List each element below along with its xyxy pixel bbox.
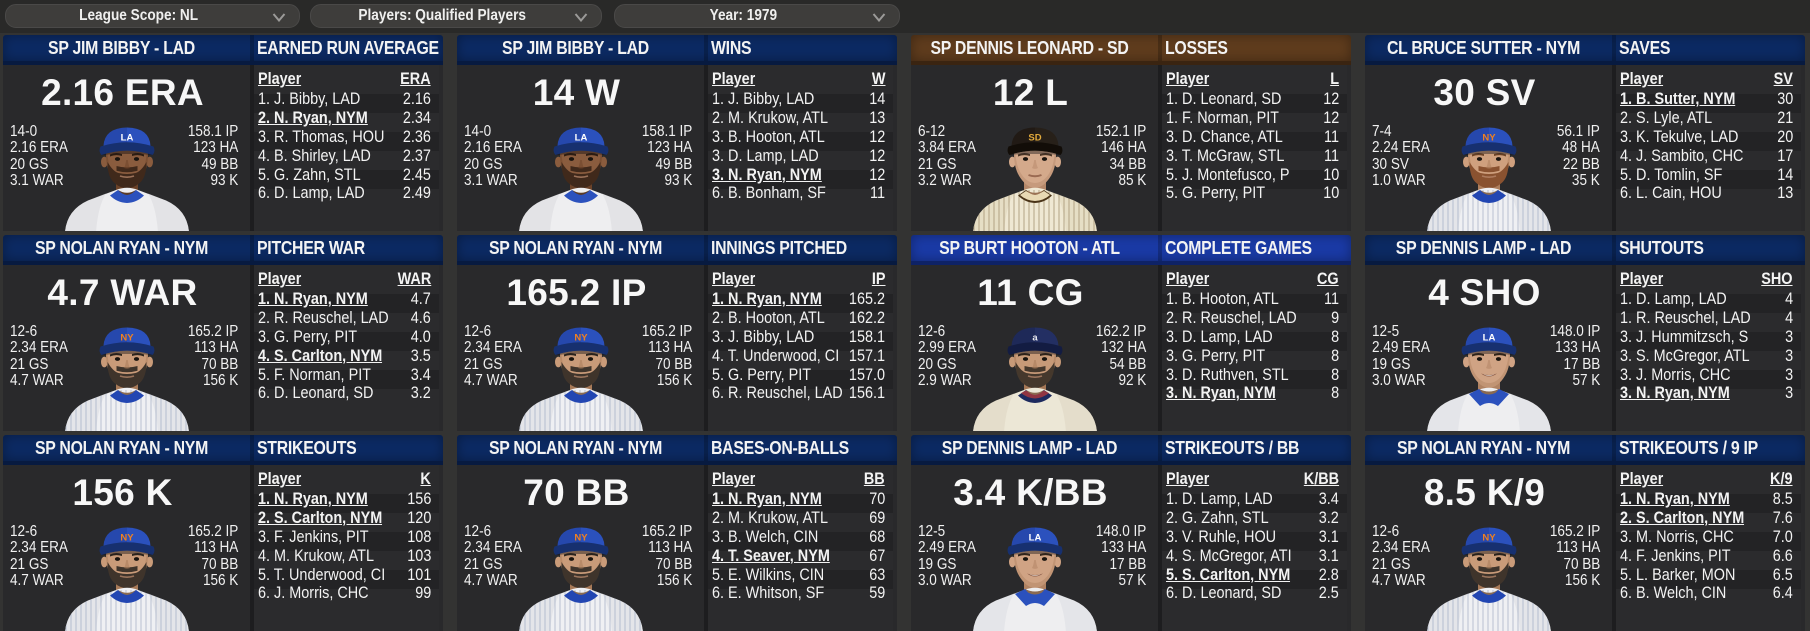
svg-text:LA: LA [1029, 533, 1042, 544]
svg-text:SD: SD [1028, 133, 1041, 144]
svg-text:a: a [1032, 333, 1038, 344]
svg-text:NY: NY [120, 333, 134, 344]
svg-text:NY: NY [120, 533, 134, 544]
svg-text:NY: NY [574, 533, 588, 544]
svg-text:NY: NY [1482, 533, 1496, 544]
svg-text:LA: LA [575, 133, 588, 144]
svg-text:NY: NY [574, 333, 588, 344]
svg-text:LA: LA [121, 133, 134, 144]
svg-text:LA: LA [1483, 333, 1496, 344]
svg-text:NY: NY [1482, 133, 1496, 144]
